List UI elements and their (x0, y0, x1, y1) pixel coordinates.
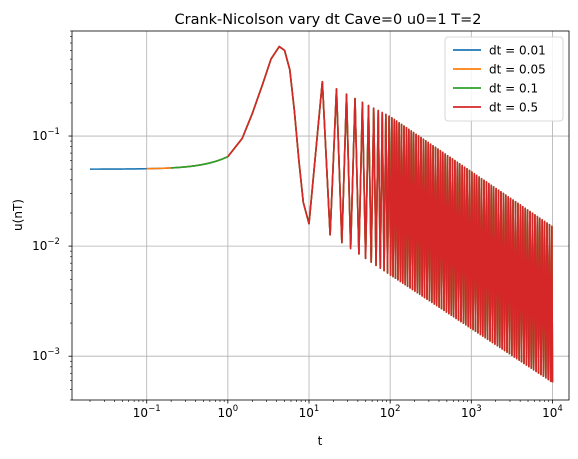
x-tick-label: 100 (218, 404, 239, 420)
x-tick-label: 104 (542, 404, 563, 420)
series-line-4 (227, 45, 554, 383)
x-tick-label: 102 (380, 404, 401, 420)
legend-label: dt = 0.5 (489, 101, 538, 115)
y-tick-label: 10−2 (32, 237, 60, 253)
legend-label: dt = 0.05 (489, 63, 546, 77)
plot-frame (71, 30, 570, 401)
plot-area (89, 45, 554, 383)
y-axis-label: u(nT) (11, 199, 25, 231)
legend: dt = 0.01 dt = 0.05 dt = 0.1 dt = 0.5 (444, 36, 564, 122)
x-tick-label: 103 (461, 404, 482, 420)
x-axis-label: t (318, 434, 323, 448)
series-layer (89, 45, 554, 383)
x-tick-label: 101 (299, 404, 320, 420)
chart-title: Crank-Nicolson vary dt Cave=0 u0=1 T=2 (174, 12, 481, 28)
legend-label: dt = 0.01 (489, 44, 546, 58)
y-axis: 10−3 10−2 10−1 (32, 30, 72, 401)
y-tick-label: 10−1 (32, 127, 60, 143)
y-tick-label: 10−3 (32, 347, 60, 363)
x-axis: 10−1 100 101 102 103 104 (89, 400, 563, 420)
legend-label: dt = 0.1 (489, 82, 538, 96)
x-tick-label: 10−1 (133, 404, 161, 420)
legend-box (444, 36, 564, 122)
